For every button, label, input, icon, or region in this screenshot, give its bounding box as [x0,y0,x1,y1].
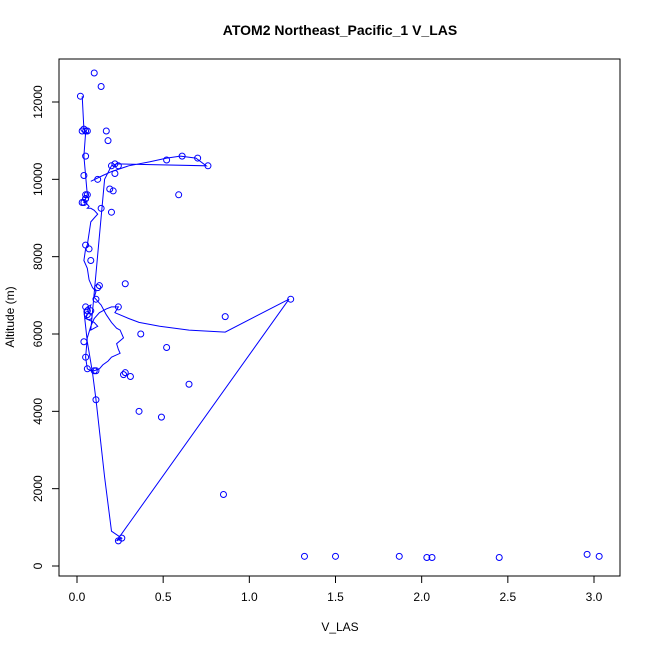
x-tick-label: 1.0 [241,590,258,604]
x-tick-label: 1.5 [327,590,344,604]
data-point [82,152,90,160]
data-point [137,330,145,338]
x-axis-label: V_LAS [321,620,358,634]
y-tick-label: 2000 [31,475,45,502]
data-point [219,490,227,498]
data-point [204,162,212,170]
data-point [185,380,193,388]
data-point [114,162,122,170]
data-point [287,295,295,303]
chart-title: ATOM2 Northeast_Pacific_1 V_LAS [223,22,457,38]
data-point [80,338,88,346]
x-tick-label: 0.0 [69,590,86,604]
y-tick-label: 0 [31,562,45,569]
y-tick-label: 6000 [31,320,45,347]
x-tick-label: 2.5 [499,590,516,604]
data-point [395,552,403,560]
data-point [82,241,90,249]
data-point [94,175,102,183]
data-point [495,553,503,561]
data-point [157,413,165,421]
data-point [104,137,112,145]
data-point [82,191,90,199]
data-point [163,344,171,352]
data-point [83,311,91,319]
data-point [118,534,126,542]
data-point [92,396,100,404]
data-point [107,208,115,216]
data-point [194,154,202,162]
data-point [114,303,122,311]
y-axis: 0 2000 4000 6000 8000 10000 12000 [31,85,60,569]
data-point [85,245,93,253]
data-point [87,307,95,315]
data-point [175,191,183,199]
data-point [83,365,91,373]
data-point [178,152,186,160]
data-point [221,313,229,321]
data-point [76,92,84,100]
data-point [428,553,436,561]
data-point [90,69,98,77]
data-point [87,257,95,265]
series-line [81,96,290,542]
series-lines [81,96,290,542]
data-point [83,127,91,135]
x-tick-label: 3.0 [586,590,603,604]
data-point [92,367,100,375]
data-point [82,195,90,203]
y-tick-label: 10000 [31,162,45,196]
data-point [97,83,105,91]
data-point [82,353,90,361]
y-tick-label: 12000 [31,85,45,119]
data-point [78,199,86,207]
data-point [109,187,117,195]
data-point [107,162,115,170]
data-point [82,303,90,311]
data-point [80,125,88,133]
x-tick-label: 2.0 [413,590,430,604]
data-point [163,156,171,164]
series-points [76,69,603,561]
data-point [80,171,88,179]
data-point [332,552,339,560]
data-point [94,284,102,292]
y-tick-label: 8000 [31,243,45,270]
data-point [95,282,103,290]
data-point [106,185,114,193]
x-tick-label: 0.5 [155,590,172,604]
y-tick-label: 4000 [31,398,45,425]
data-point [92,295,100,303]
data-point [121,369,129,377]
x-axis: 0.0 0.5 1.0 1.5 2.0 2.5 3.0 [69,575,603,604]
data-point [423,553,431,561]
data-point [583,550,591,558]
y-axis-label: Altitude (m) [3,286,17,347]
data-point [126,373,134,381]
data-point [102,127,110,135]
data-point [120,371,128,379]
data-point [121,280,129,288]
data-point [78,127,86,135]
data-point [300,552,308,560]
data-point [111,170,119,178]
data-point [111,160,119,168]
data-point [595,552,603,560]
data-point [135,407,143,415]
data-point [97,204,105,212]
